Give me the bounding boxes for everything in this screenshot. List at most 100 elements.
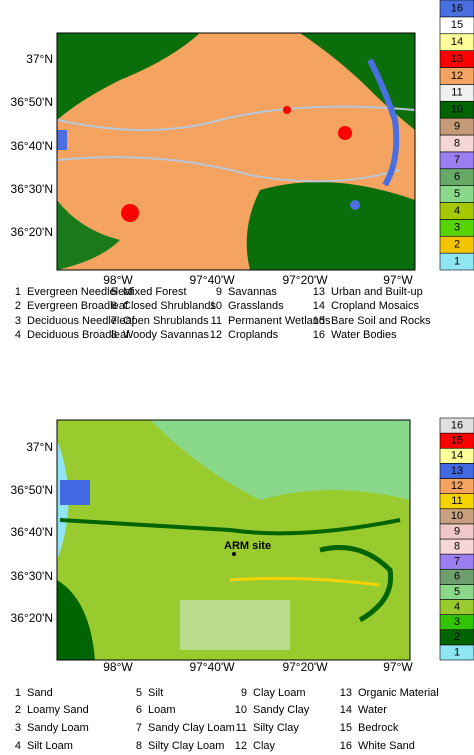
legend-name: Permanent Wetlands [228,315,331,327]
river-band [319,545,394,623]
colorbar-label: 13 [451,465,463,477]
legend-number: 3 [15,315,21,327]
legend-number: 5 [136,687,142,699]
legend-number: 10 [210,300,222,312]
colorbar-label: 14 [451,36,463,48]
lat-tick-label: 36°40'N [11,525,53,539]
colorbar-label: 13 [451,53,463,65]
legend-name: Sand [27,687,53,699]
colorbar-label: 4 [454,205,460,217]
colorbar-label: 6 [454,171,460,183]
legend-name: Silt Loam [27,740,73,752]
colorbar-label: 1 [454,646,460,658]
lon-tick-label: 97°40'W [189,273,235,287]
colorbar-label: 16 [451,419,463,431]
legend-number: 10 [235,704,247,716]
lake [57,130,67,150]
legend-number: 8 [136,740,142,752]
colorbar-cell [439,417,474,434]
lat-tick-label: 37°N [26,440,53,454]
river [56,156,401,183]
loam-patch [180,600,290,650]
legend-name: Water [358,704,387,716]
colorbar-label: 11 [451,87,462,99]
colorbar-label: 12 [451,70,463,82]
soil-texture-map [56,419,411,661]
legend-number: 2 [15,704,21,716]
legend-number: 16 [313,329,325,341]
colorbar-label: 5 [454,586,460,598]
colorbar-label: 2 [454,631,460,643]
colorbar-label: 10 [451,104,463,116]
legend-name: Woody Savannas [123,329,210,341]
lat-tick-label: 37°N [26,52,53,66]
legend-name: Evergreen Needleleaf [27,286,134,298]
river [56,105,416,131]
legend-number: 1 [15,687,21,699]
urban [121,204,139,222]
lon-tick-label: 97°W [383,660,413,674]
legend-number: 11 [236,722,247,734]
sand-strip [229,576,381,587]
lat-tick-label: 36°50'N [11,483,53,497]
legend-name: Cropland Mosaics [331,300,420,312]
legend-name: Open Shrublands [123,315,209,327]
legend-number: 9 [216,286,222,298]
water [60,480,90,505]
river-band [59,518,401,536]
colorbar-label: 11 [451,495,462,507]
legend-name: Urban and Built-up [331,286,423,298]
legend-name: Clay Loam [253,687,306,699]
colorbar-label: 9 [454,525,460,537]
legend-number: 7 [111,315,117,327]
lat-tick-label: 36°50'N [11,95,53,109]
forest-patch [57,33,200,120]
legend-name: White Sand [358,740,415,752]
colorbar-label: 8 [454,137,460,149]
legend-name: Savannas [228,286,277,298]
legend-number: 14 [313,300,325,312]
legend-name: Sandy Loam [27,722,89,734]
colorbar-label: 14 [451,450,463,462]
legend-name: Silt [148,687,163,699]
lon-tick-label: 97°20'W [282,660,328,674]
legend-name: Closed Shrublands [123,300,216,312]
lat-tick-label: 36°40'N [11,139,53,153]
legend-name: Sandy Clay [253,704,310,716]
colorbar-label: 4 [454,601,460,613]
legend-number: 3 [15,722,21,734]
legend-number: 6 [111,300,117,312]
colorbar-label: 7 [454,556,460,568]
colorbar-label: 6 [454,571,460,583]
legend-name: Clay [253,740,276,752]
legend-name: Grasslands [228,300,284,312]
legend-name: Loam [148,704,176,716]
colorbar-cell [439,0,474,18]
lon-tick-label: 97°40'W [189,660,235,674]
lon-tick-label: 97°20'W [282,273,328,287]
legend-number: 5 [111,286,117,298]
legend-name: Silty Clay Loam [148,740,224,752]
colorbar-label: 15 [451,435,463,447]
legend-number: 6 [136,704,142,716]
lat-tick-label: 36°30'N [11,182,53,196]
legend-number: 11 [211,315,222,327]
forest-patch [57,200,120,270]
colorbar-label: 12 [451,480,463,492]
legend-number: 12 [235,740,247,752]
legend-number: 15 [313,315,325,327]
legend-number: 12 [210,329,222,341]
lon-tick-label: 98°W [103,273,133,287]
colorbar-label: 2 [454,239,460,251]
lat-tick-label: 36°20'N [11,611,53,625]
legend-number: 9 [241,687,247,699]
forest-patch [300,33,415,130]
legend-number: 13 [313,286,325,298]
colorbar-label: 15 [451,19,463,31]
legend-name: Deciduous Broadleaf [27,329,130,341]
urban [283,106,291,114]
land-cover-map [56,32,416,271]
annotation: ARM site [224,540,271,552]
legend-name: Silty Clay [253,722,299,734]
legend-name: Bare Soil and Rocks [331,315,431,327]
